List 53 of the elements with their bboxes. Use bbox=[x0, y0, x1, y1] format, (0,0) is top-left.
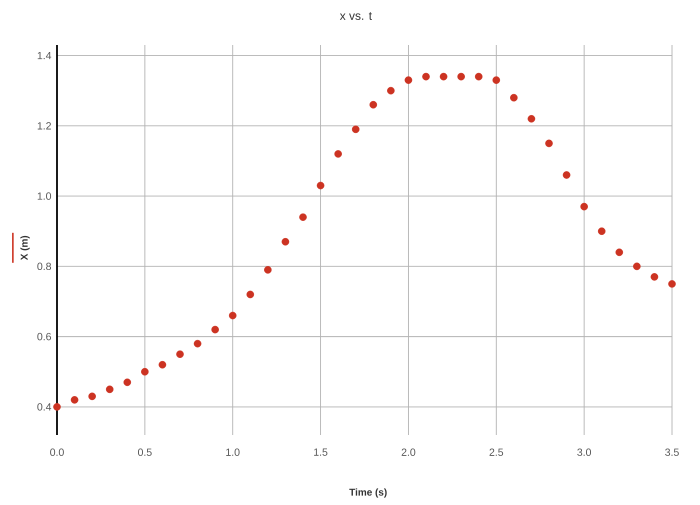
point bbox=[352, 126, 360, 134]
point bbox=[492, 76, 500, 84]
point bbox=[299, 213, 307, 221]
point bbox=[282, 238, 290, 246]
point bbox=[53, 403, 61, 411]
point bbox=[158, 360, 166, 369]
point bbox=[650, 273, 658, 281]
point bbox=[668, 280, 676, 288]
x-tick-label: 3.5 bbox=[665, 448, 679, 456]
x-tick-label: 1.0 bbox=[226, 448, 240, 456]
x-tick-label: 0.5 bbox=[138, 448, 152, 456]
point bbox=[422, 72, 430, 80]
y-tick-label: 0.8 bbox=[37, 262, 52, 270]
point bbox=[387, 86, 395, 94]
point bbox=[141, 368, 149, 376]
point bbox=[211, 326, 219, 334]
y-tick-label: 1.4 bbox=[38, 52, 52, 60]
point bbox=[70, 396, 78, 404]
x-tick-label: 3.0 bbox=[577, 448, 592, 456]
y-tick-label: 0.6 bbox=[37, 332, 52, 340]
y-tick-label: 1.2 bbox=[38, 122, 51, 130]
point bbox=[106, 386, 114, 394]
point bbox=[598, 227, 606, 235]
chart-title: x vs. t bbox=[340, 12, 372, 20]
point bbox=[194, 340, 202, 348]
point bbox=[562, 171, 570, 179]
point bbox=[246, 290, 254, 298]
point bbox=[474, 72, 483, 80]
point bbox=[633, 262, 641, 270]
point bbox=[580, 202, 588, 210]
y-tick-label: 0.4 bbox=[37, 403, 52, 411]
point bbox=[404, 76, 412, 84]
y-axis-title: X (m) bbox=[20, 236, 30, 260]
x-tick-label: 2.5 bbox=[490, 448, 504, 456]
point bbox=[228, 312, 236, 320]
point bbox=[264, 266, 272, 274]
point bbox=[616, 248, 624, 256]
point bbox=[334, 150, 342, 158]
point bbox=[176, 350, 184, 358]
point bbox=[316, 182, 324, 190]
point bbox=[510, 94, 518, 102]
point bbox=[88, 392, 96, 400]
point bbox=[545, 140, 553, 148]
y-tick-label: 1.0 bbox=[38, 192, 52, 200]
x-tick-label: 1.5 bbox=[314, 448, 328, 456]
point bbox=[370, 100, 378, 109]
point bbox=[528, 114, 536, 123]
point bbox=[440, 72, 448, 80]
x-tick-label: 2.0 bbox=[402, 448, 416, 456]
point bbox=[124, 378, 132, 386]
x-axis-title: Time (s) bbox=[349, 488, 387, 498]
x-tick-label: 0.0 bbox=[50, 448, 64, 456]
point bbox=[457, 72, 465, 80]
